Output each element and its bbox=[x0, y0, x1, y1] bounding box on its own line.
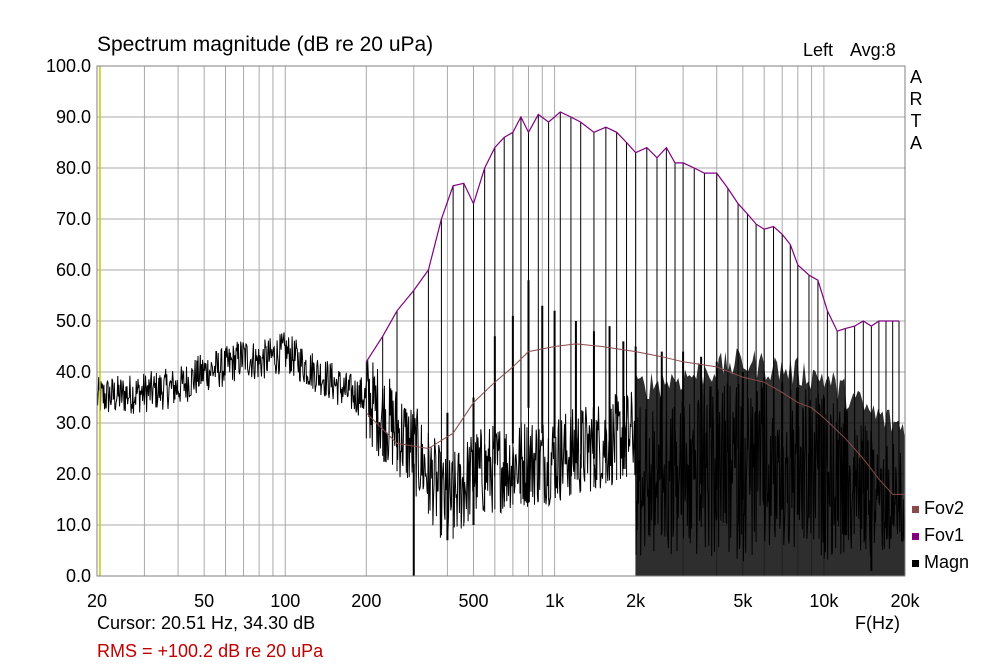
x-tick-label: 10k bbox=[809, 591, 839, 611]
legend-swatch-icon bbox=[912, 505, 919, 513]
chart-title: Spectrum magnitude (dB re 20 uPa) bbox=[97, 33, 434, 56]
y-tick-label: 10.0 bbox=[56, 515, 91, 535]
brand-letter: T bbox=[910, 111, 922, 131]
cursor-readout: Cursor: 20.51 Hz, 34.30 dB bbox=[97, 613, 316, 633]
plot-frame bbox=[96, 65, 906, 577]
x-tick-label: 20 bbox=[87, 591, 107, 611]
legend-label: Fov1 bbox=[924, 525, 965, 545]
x-tick-label: 2k bbox=[626, 591, 646, 611]
x-axis-unit: F(Hz) bbox=[855, 613, 900, 633]
y-tick-label: 40.0 bbox=[56, 362, 91, 382]
x-tick-label: 5k bbox=[733, 591, 753, 611]
legend-item-fov2: Fov2 bbox=[912, 498, 964, 519]
x-tick-label: 200 bbox=[351, 591, 381, 611]
legend-item-fov1: Fov1 bbox=[912, 525, 964, 546]
legend-label: Fov2 bbox=[924, 498, 965, 518]
x-tick-label: 1k bbox=[545, 591, 565, 611]
y-tick-label: 70.0 bbox=[56, 209, 91, 229]
y-tick-label: 30.0 bbox=[56, 413, 91, 433]
y-tick-label: 20.0 bbox=[56, 464, 91, 484]
brand-letter: A bbox=[909, 133, 922, 153]
x-tick-label: 500 bbox=[458, 591, 488, 611]
fov1-series-line bbox=[365, 111, 899, 363]
y-tick-label: 50.0 bbox=[56, 311, 91, 331]
fov2-series-line bbox=[365, 343, 905, 495]
y-tick-label: 90.0 bbox=[56, 107, 91, 127]
y-tick-label: 80.0 bbox=[56, 158, 91, 178]
legend-item-magn: Magn bbox=[912, 552, 969, 573]
legend-label: Magn bbox=[924, 552, 970, 572]
x-tick-label: 20k bbox=[890, 591, 920, 611]
x-tick-label: 100 bbox=[270, 591, 300, 611]
channel-label: Left bbox=[803, 40, 834, 60]
magn-series-fill bbox=[635, 348, 905, 576]
x-tick-label: 50 bbox=[194, 591, 214, 611]
y-tick-label: 100.0 bbox=[46, 56, 91, 76]
brand-letter: R bbox=[909, 89, 923, 109]
brand-letter: A bbox=[909, 67, 922, 87]
averaging-label: Avg:8 bbox=[850, 40, 896, 60]
y-tick-label: 60.0 bbox=[56, 260, 91, 280]
legend-swatch-icon bbox=[912, 559, 919, 567]
legend-swatch-icon bbox=[912, 532, 919, 540]
y-tick-label: 0.0 bbox=[66, 566, 91, 586]
arta-brand: A R T A bbox=[908, 66, 924, 154]
rms-readout: RMS = +100.2 dB re 20 uPa bbox=[97, 641, 324, 661]
